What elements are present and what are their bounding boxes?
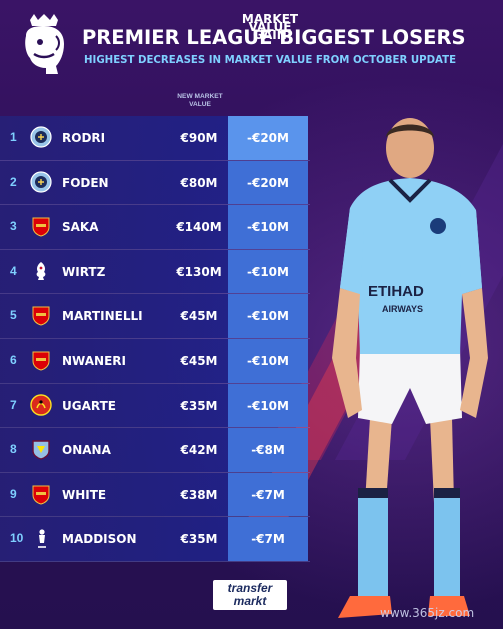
- table-row: 9 WHITE €38M -€7M: [0, 472, 310, 518]
- rank-number: 9: [10, 486, 17, 501]
- table-row: 2 FODEN €80M -€20M: [0, 160, 310, 206]
- manchester-city-crest-icon: [30, 126, 52, 148]
- arsenal-crest-icon: [30, 304, 52, 326]
- table-row: 8 ONANA €42M -€8M: [0, 428, 310, 473]
- player-name: WIRTZ: [62, 264, 106, 279]
- arsenal-crest-icon: [30, 483, 52, 505]
- value-change: -€20M: [247, 131, 289, 145]
- brand-line-2: markt: [233, 594, 267, 608]
- player-name: SAKA: [62, 220, 99, 235]
- player-name: WHITE: [62, 487, 107, 502]
- player-photo: ETIHAD AIRWAYS: [332, 118, 488, 618]
- market-value: €42M: [180, 443, 218, 458]
- rank-number: 6: [10, 352, 17, 367]
- rank-number: 4: [10, 263, 17, 278]
- gain-cell-background: [228, 472, 308, 517]
- brand-line-1: transfer: [227, 581, 273, 595]
- market-value: €38M: [180, 487, 218, 502]
- column-header-new-value: NEW MARKET VALUE: [177, 93, 223, 108]
- gain-cell-background: [228, 294, 308, 338]
- table-row: 3 SAKA €140M -€10M: [0, 205, 310, 250]
- arsenal-crest-icon: [30, 215, 52, 237]
- table-row: 5 MARTINELLI €45M -€10M: [0, 294, 310, 339]
- shirt-sponsor-subtext: AIRWAYS: [382, 304, 423, 314]
- rank-number: 5: [10, 308, 17, 323]
- value-change: -€10M: [247, 220, 289, 235]
- rank-number: 10: [10, 531, 24, 546]
- table-row: 4 WIRTZ €130M -€10M: [0, 249, 310, 295]
- liverpool-crest-icon: [30, 260, 52, 282]
- shirt-sponsor-text: ETIHAD: [368, 283, 424, 300]
- gain-cell-background: [228, 338, 308, 383]
- market-value: €35M: [180, 398, 218, 413]
- rank-number: 3: [10, 219, 17, 234]
- rank-number: 1: [10, 130, 17, 144]
- player-name: FODEN: [62, 175, 109, 190]
- value-change: -€10M: [247, 309, 289, 324]
- gain-cell-background: [228, 383, 308, 428]
- value-change: -€7M: [251, 487, 285, 502]
- transfermarkt-logo: transfer markt: [213, 580, 287, 610]
- market-value: €45M: [180, 309, 218, 324]
- player-name: UGARTE: [62, 398, 116, 413]
- arsenal-crest-icon: [30, 349, 52, 371]
- gain-cell-background: [228, 428, 308, 472]
- player-name: MADDISON: [62, 532, 137, 547]
- gain-cell-background: [228, 205, 308, 249]
- market-value: €35M: [180, 532, 218, 547]
- player-name: ONANA: [62, 443, 111, 458]
- value-change: -€20M: [247, 175, 289, 190]
- rank-number: 2: [10, 174, 17, 189]
- table-row: 1 RODRI €90M -€20M: [0, 116, 310, 161]
- column-header-value-gain: MARKET VALUE GAIN: [241, 12, 299, 42]
- rank-number: 7: [10, 397, 17, 412]
- rankings-table: 1 RODRI €90M -€20M 2 FODEN €80M -€20M 3 SAKA €140M…: [0, 116, 310, 562]
- gain-cell-background: [228, 249, 308, 294]
- value-change: -€7M: [251, 532, 285, 547]
- tottenham-crest-icon: [30, 527, 52, 549]
- market-value: €80M: [180, 175, 218, 190]
- page-subtitle: HIGHEST DECREASES IN MARKET VALUE FROM O…: [84, 55, 457, 66]
- gain-cell-background: [228, 160, 308, 205]
- gain-cell-background: [228, 517, 308, 561]
- aston-villa-crest-icon: [30, 438, 52, 460]
- page-title: PREMIER LEAGUE BIGGEST LOSERS: [82, 26, 466, 49]
- player-name: MARTINELLI: [62, 309, 143, 324]
- player-name: RODRI: [62, 131, 106, 145]
- manchester-city-crest-icon: [30, 170, 52, 193]
- manchester-united-crest-icon: [30, 393, 52, 416]
- gain-cell-background: [228, 116, 308, 160]
- market-value: €90M: [180, 131, 218, 145]
- table-row: 10 MADDISON €35M -€7M: [0, 517, 310, 562]
- market-value: €140M: [176, 220, 222, 235]
- rank-number: 8: [10, 442, 17, 457]
- premier-league-logo: [25, 14, 64, 74]
- value-change: -€8M: [251, 443, 285, 458]
- table-row: 6 NWANERI €45M -€10M: [0, 338, 310, 384]
- table-row: 7 UGARTE €35M -€10M: [0, 383, 310, 429]
- value-change: -€10M: [247, 264, 289, 279]
- market-value: €130M: [176, 264, 222, 279]
- value-change: -€10M: [247, 353, 289, 368]
- player-name: NWANERI: [62, 353, 126, 368]
- value-change: -€10M: [247, 398, 289, 413]
- market-value: €45M: [180, 353, 218, 368]
- watermark-text: www.365jz.com: [380, 606, 475, 620]
- row-background: [0, 517, 228, 561]
